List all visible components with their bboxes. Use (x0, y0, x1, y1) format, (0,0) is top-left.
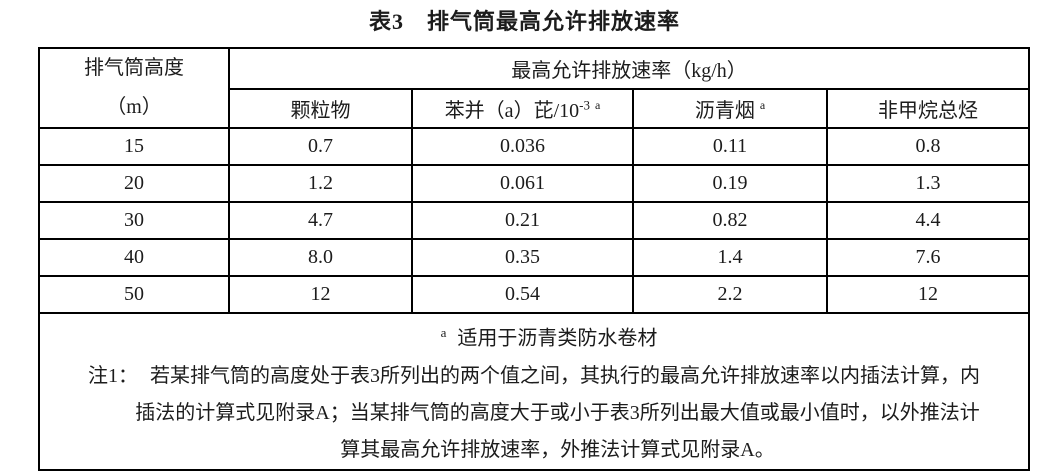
table-cell: 50 (38, 275, 230, 314)
table-cell: 8.0 (228, 238, 413, 277)
table-cell: 30 (38, 201, 230, 240)
table-row: 30 4.7 0.21 0.82 4.4 (38, 201, 1030, 240)
footnote-cell: a 适用于沥青类防水卷材 注1： 若某排气筒的高度处于表3所列出的两个值之间，其执行… (38, 312, 1030, 471)
footnote-a: a 适用于沥青类防水卷材 (40, 314, 1028, 358)
table-cell: 0.7 (228, 127, 413, 166)
rate-span-header-cell: 最高允许排放速率（kg/h） (228, 47, 1030, 90)
footnote-text: 适用于沥青类防水卷材 (457, 327, 658, 350)
table-cell: 4.4 (826, 201, 1030, 240)
table-cell: 0.11 (632, 127, 828, 166)
stack-height-header-cell: 排气筒高度 （m） (38, 47, 230, 129)
table-cell: 15 (38, 127, 230, 166)
table-cell: 0.54 (411, 275, 634, 314)
table-cell: 0.82 (632, 201, 828, 240)
table-cell: 7.6 (826, 238, 1030, 277)
table-cell: 0.19 (632, 164, 828, 203)
benzo-exponent: -3 (579, 97, 590, 113)
footnote-marker: a (440, 325, 447, 340)
table-row: 20 1.2 0.061 0.19 1.3 (38, 164, 1030, 203)
table-row: 50 12 0.54 2.2 12 (38, 275, 1030, 314)
table-cell: 1.3 (826, 164, 1030, 203)
table-cell: 12 (228, 275, 413, 314)
table-cell: 12 (826, 275, 1030, 314)
note-1-text: 若某排气筒的高度处于表3所列出的两个值之间，其执行的最高允许排放速率以内插法计算… (150, 364, 980, 387)
stack-height-unit: （m） (106, 96, 162, 118)
table-cell: 20 (38, 164, 230, 203)
header-row-2: 颗粒物 苯并（a）芘/10-3 a 沥青烟 a 非甲烷总烃 (39, 87, 1030, 129)
benzo-footnote-marker: a (594, 98, 601, 113)
table-cell: 0.21 (411, 201, 634, 240)
page-title: 表3 排气筒最高允许排放速率 (368, 9, 680, 34)
note-1-label: 注1： (88, 364, 138, 387)
benzo-pyrene-label: 苯并（a）芘/10 (444, 99, 580, 122)
particulate-header-cell: 颗粒物 (228, 87, 413, 129)
table-cell: 0.8 (826, 127, 1030, 166)
table-cell: 1.2 (228, 164, 413, 203)
table-cell: 2.2 (632, 275, 828, 314)
table-cell: 4.7 (228, 201, 413, 240)
table-cell: 0.35 (411, 238, 634, 277)
stack-height-label: 排气筒高度 (84, 57, 184, 79)
header-row-1: 排气筒高度 （m） 最高允许排放速率（kg/h） (38, 47, 1030, 129)
table-cell: 40 (38, 238, 230, 277)
note-1-line-3: 算其最高允许排放速率，外推法计算式见附录A。 (340, 438, 775, 461)
table-row: 15 0.7 0.036 0.11 0.8 (38, 127, 1030, 166)
asphalt-footnote-marker: a (759, 98, 766, 113)
note-1-line-2: 插法的计算式见附录A；当某排气筒的高度大于或小于表3所列出最大值或最小值时，以外… (135, 401, 980, 424)
asphalt-smoke-label: 沥青烟 (694, 99, 755, 122)
asphalt-smoke-header-cell: 沥青烟 a (632, 87, 828, 129)
table-cell: 0.036 (411, 127, 634, 166)
note-1-line-1: 注1： 若某排气筒的高度处于表3所列出的两个值之间，其执行的最高允许排放速率以内插… (40, 358, 1028, 395)
footnote-row: a 适用于沥青类防水卷材 注1： 若某排气筒的高度处于表3所列出的两个值之间，其执行… (38, 312, 1030, 471)
table-cell: 1.4 (632, 238, 828, 277)
table-row: 40 8.0 0.35 1.4 7.6 (38, 238, 1030, 277)
benzo-pyrene-header-cell: 苯并（a）芘/10-3 a (411, 87, 634, 129)
nmhc-header-cell: 非甲烷总烃 (826, 87, 1030, 129)
emission-rate-table: 排气筒高度 （m） 最高允许排放速率（kg/h） 颗粒物 苯并（a）芘/10-3… (38, 47, 1030, 471)
table-cell: 0.061 (411, 164, 634, 203)
